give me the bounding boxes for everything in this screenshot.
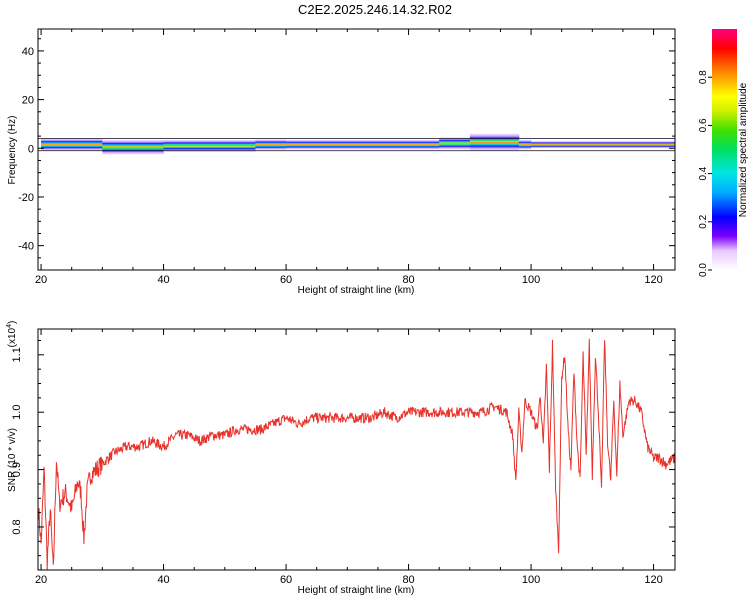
y-tick-label: 1.1 xyxy=(11,347,23,362)
snr-line xyxy=(38,338,675,570)
y-tick-label: 0.9 xyxy=(11,462,23,477)
band-outline xyxy=(38,138,675,152)
colorbar-tick-label: 0.8 xyxy=(698,70,709,84)
colorbar-tick-label: 0.2 xyxy=(698,214,709,228)
y-tick-label: 0.8 xyxy=(11,519,23,534)
spectrogram-x-label: Height of straight line (km) xyxy=(298,285,415,296)
snr-panel: 20 40 60 80 100 120 0.8 0.9 1.0 1.1 Height of str… xyxy=(6,321,676,596)
band-segment xyxy=(408,139,440,150)
y-tick-label: 1.0 xyxy=(11,405,23,420)
y-tick-label: -20 xyxy=(18,192,34,204)
colorbar-label: Normalized spectral amplitude xyxy=(738,82,749,217)
band-segment xyxy=(555,140,569,149)
snr-x-label: Height of straight line (km) xyxy=(298,585,415,596)
band-segment xyxy=(255,139,287,150)
band-segment xyxy=(286,139,410,150)
band-segment xyxy=(102,139,165,155)
band-segment xyxy=(531,140,557,149)
colorbar-ticks: 0.0 0.2 0.4 0.6 0.8 xyxy=(698,70,712,277)
x-tick-label: 20 xyxy=(35,574,47,586)
colorbar-tick-label: 0.4 xyxy=(698,166,709,180)
band-segment xyxy=(83,138,103,151)
band-segment xyxy=(439,137,471,150)
colorbar-tick-label: 0.0 xyxy=(698,263,709,277)
y-tick-label: 0 xyxy=(28,143,34,155)
page-title: C2E2.2025.246.14.32.R02 xyxy=(298,2,452,17)
band-segment xyxy=(518,139,532,150)
x-tick-label: 100 xyxy=(522,274,540,286)
band-segment xyxy=(592,140,612,149)
band-segment xyxy=(41,138,85,151)
band-segment xyxy=(469,133,514,151)
snr-multiplier-base: (x10 xyxy=(7,327,18,347)
spectral-band xyxy=(38,133,675,155)
snr-multiplier: (x104) xyxy=(6,321,18,348)
y-tick-label: -40 xyxy=(18,241,34,253)
colorbar: 0.0 0.2 0.4 0.6 0.8 Normalized spectral ampl… xyxy=(698,29,749,277)
band-segment xyxy=(163,139,256,152)
band-segment xyxy=(610,140,624,149)
x-tick-label: 80 xyxy=(402,274,414,286)
x-tick-label: 40 xyxy=(157,574,169,586)
y-tick-label: 40 xyxy=(22,46,34,58)
spectrogram-panel: 20 40 60 80 100 120 -40 -20 0 20 40 Height of stra… xyxy=(7,28,676,296)
snr-ticks: 20 40 60 80 100 120 0.8 0.9 1.0 1.1 xyxy=(11,329,675,586)
x-tick-label: 40 xyxy=(157,274,169,286)
snr-frame xyxy=(37,328,676,571)
spectrogram-ticks: 20 40 60 80 100 120 -40 -20 0 20 40 xyxy=(18,29,675,286)
band-segment xyxy=(622,140,675,149)
x-tick-label: 60 xyxy=(280,274,292,286)
spectrogram-frame xyxy=(37,28,676,271)
spectrogram-y-label: Frequency (Hz) xyxy=(7,116,18,185)
x-tick-label: 120 xyxy=(644,274,662,286)
x-tick-label: 120 xyxy=(644,574,662,586)
colorbar-gradient xyxy=(712,29,737,270)
y-tick-label: 20 xyxy=(22,95,34,107)
snr-multiplier-exp: 4 xyxy=(6,324,13,328)
band-segment xyxy=(567,140,593,149)
x-tick-label: 100 xyxy=(522,574,540,586)
x-tick-label: 20 xyxy=(35,274,47,286)
band-segment xyxy=(512,133,520,151)
x-tick-label: 60 xyxy=(280,574,292,586)
snr-series xyxy=(38,338,675,570)
colorbar-tick-label: 0.6 xyxy=(698,118,709,132)
snr-y-label: SNR (10 * v/v) xyxy=(7,428,18,492)
x-tick-label: 80 xyxy=(402,574,414,586)
